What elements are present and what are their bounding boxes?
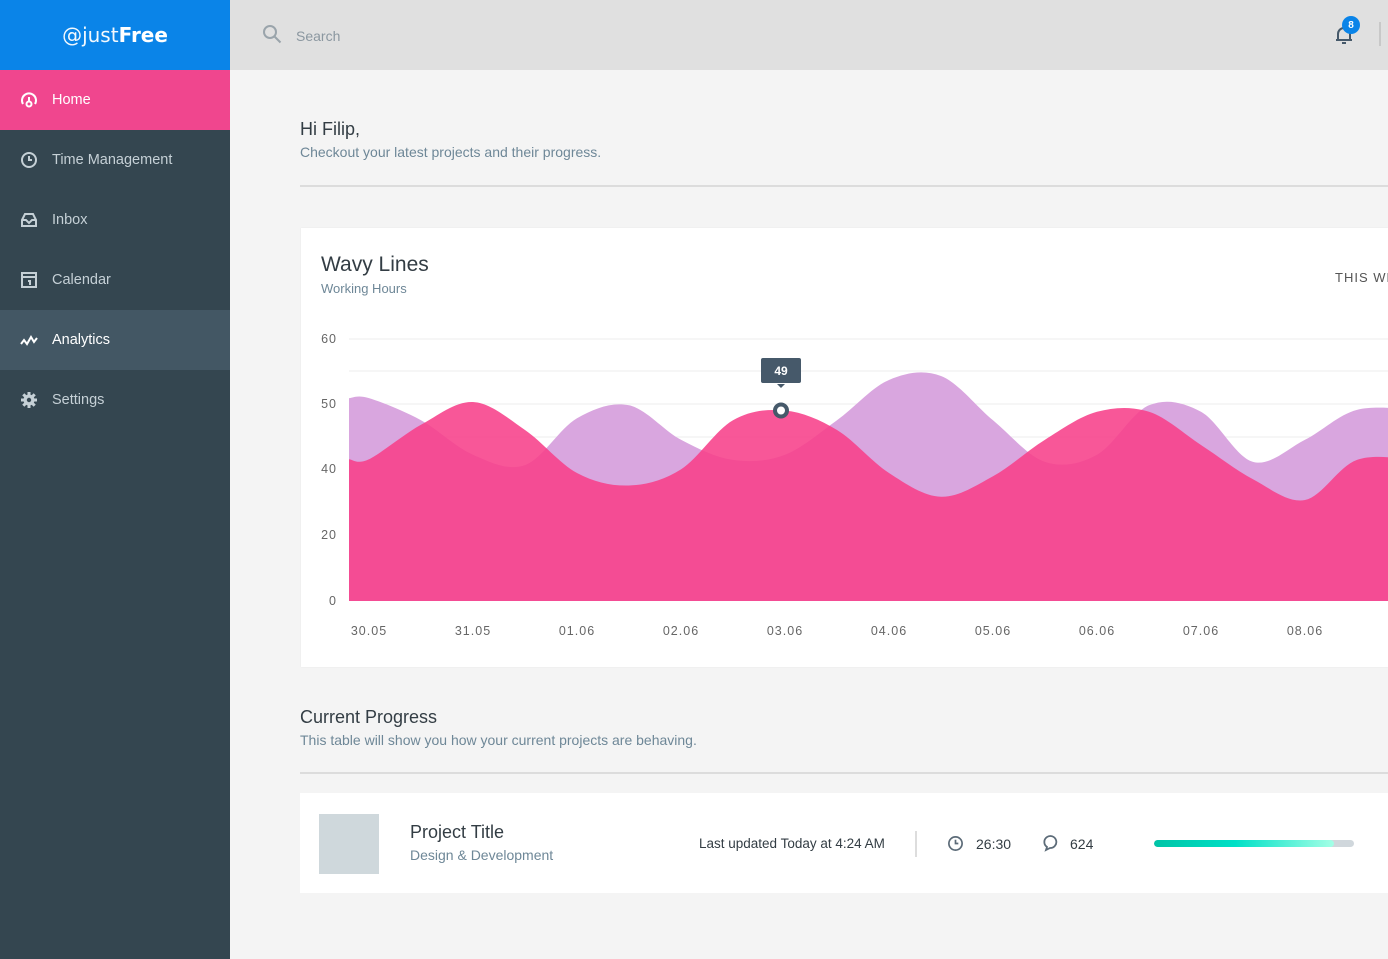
gear-icon — [20, 391, 38, 409]
x-tick-label: 30.05 — [350, 624, 388, 638]
progress-subtitle: This table will show you how your curren… — [300, 732, 697, 748]
logo[interactable]: @just Free — [0, 0, 230, 70]
sidebar-item-label: Calendar — [52, 272, 111, 288]
divider — [300, 185, 1388, 187]
project-title[interactable]: Project Title — [410, 822, 505, 842]
period-selector[interactable]: THIS WEEK — [1335, 270, 1388, 285]
divider — [300, 772, 1388, 774]
progress-bar-fill — [1154, 840, 1334, 847]
sidebar: @just Free Home Time Management Inbox Cal… — [0, 0, 230, 959]
sidebar-item-label: Time Management — [52, 152, 173, 168]
sidebar-item-label: Inbox — [52, 212, 88, 228]
project-subtitle: Design & Development — [410, 847, 554, 863]
chart-card — [301, 228, 1388, 667]
header-divider — [1379, 22, 1381, 46]
x-tick-label: 06.06 — [1078, 624, 1116, 638]
y-tick-label: 20 — [321, 528, 337, 542]
search-bar[interactable] — [262, 24, 596, 47]
x-tick-label: 03.06 — [766, 624, 804, 638]
x-tick-label: 05.06 — [974, 624, 1012, 638]
time-value: 26:30 — [976, 835, 1012, 852]
sidebar-item-analytics[interactable]: Analytics — [0, 310, 230, 370]
sidebar-item-time-management[interactable]: Time Management — [0, 130, 230, 190]
sidebar-item-label: Analytics — [52, 332, 111, 348]
x-tick-label: 04.06 — [870, 624, 908, 638]
calendar-icon — [20, 271, 38, 289]
y-tick-label: 50 — [321, 397, 337, 411]
x-tick-label: 01.06 — [558, 624, 596, 638]
y-tick-label: 0 — [329, 594, 337, 608]
notification-badge: 8 — [1342, 16, 1360, 34]
sidebar-item-settings[interactable]: Settings — [0, 370, 230, 430]
x-tick-label: 07.06 — [1182, 624, 1220, 638]
project-row[interactable]: Project Title Design & Development Last … — [300, 793, 1388, 893]
chart-tooltip: 49 — [761, 358, 801, 388]
top-header: 8 — [230, 0, 1388, 70]
divider — [915, 831, 917, 857]
sidebar-item-label: Home — [52, 92, 91, 108]
x-tick-label: 02.06 — [662, 624, 700, 638]
x-tick-label: 08.06 — [1286, 624, 1324, 638]
progress-bar — [1154, 840, 1354, 847]
chart-title: Wavy Lines — [321, 253, 429, 276]
chart-subtitle: Working Hours — [321, 281, 407, 296]
clock-icon — [20, 151, 38, 169]
x-tick-label: 31.05 — [454, 624, 492, 638]
home-gauge-icon — [20, 91, 38, 109]
comments-stat: 624 — [1042, 835, 1093, 852]
sidebar-item-label: Settings — [52, 392, 105, 408]
comments-value: 624 — [1070, 835, 1094, 852]
sidebar-item-home[interactable]: Home — [0, 70, 230, 130]
search-icon[interactable] — [262, 24, 282, 47]
analytics-icon — [20, 331, 38, 349]
last-updated: Last updated Today at 4:24 AM — [699, 836, 885, 851]
y-tick-label: 40 — [321, 462, 337, 476]
greeting-title: Hi Filip, — [300, 119, 361, 139]
sidebar-item-calendar[interactable]: Calendar — [0, 250, 230, 310]
inbox-icon — [20, 211, 38, 229]
progress-title: Current Progress — [300, 707, 438, 727]
sidebar-item-inbox[interactable]: Inbox — [0, 190, 230, 250]
greeting-subtitle: Checkout your latest projects and their … — [300, 144, 602, 160]
project-thumbnail — [319, 814, 379, 874]
time-stat: 26:30 — [947, 835, 1011, 852]
clock-icon — [948, 836, 963, 851]
search-input[interactable] — [296, 27, 596, 44]
y-tick-label: 60 — [321, 332, 337, 346]
comment-icon — [1043, 835, 1058, 852]
